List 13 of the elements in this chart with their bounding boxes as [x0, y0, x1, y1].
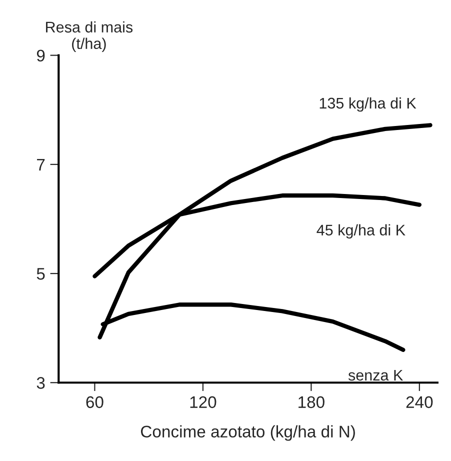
- series-label: 45 kg/ha di K: [316, 224, 406, 239]
- y-tick-label: 5: [36, 268, 45, 280]
- y-axis-title: Resa di mais (t/ha): [46, 21, 133, 52]
- y-tick-label: 3: [36, 377, 45, 389]
- x-tick-label: 120: [190, 396, 216, 408]
- y-tick-label: 9: [36, 50, 45, 62]
- y-tick-label: 7: [37, 158, 45, 170]
- x-axis-title: Concime azotato (kg/ha di N): [140, 425, 355, 441]
- x-tick-label: 180: [298, 396, 324, 408]
- x-tick-label: 240: [406, 396, 433, 408]
- series-label: 135 kg/ha di K: [320, 97, 416, 112]
- series-label: senza K: [348, 370, 404, 381]
- x-tick-label: 60: [86, 396, 104, 408]
